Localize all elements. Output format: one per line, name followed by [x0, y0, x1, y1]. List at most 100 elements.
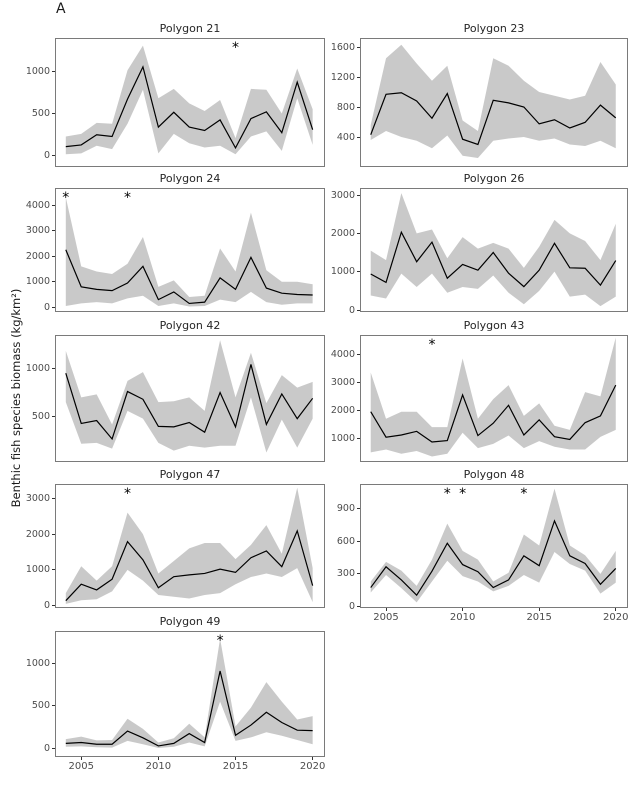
- y-tick-mark: [52, 705, 55, 707]
- y-tick-mark: [357, 309, 360, 311]
- y-tick-mark: [52, 662, 55, 664]
- y-tick-mark: [357, 353, 360, 355]
- x-tick-label: 2010: [145, 761, 172, 772]
- x-tick-mark: [385, 608, 387, 611]
- y-tick-mark: [357, 46, 360, 48]
- panel-title-polygon-47: Polygon 47: [159, 468, 221, 481]
- y-tick-mark: [52, 70, 55, 72]
- y-tick-label: 3000: [330, 376, 355, 388]
- biomass-line-polygon-47: [65, 529, 314, 602]
- x-tick-mark: [538, 608, 540, 611]
- y-tick-label: 0: [43, 600, 50, 612]
- confidence-ribbon-polygon-42: [65, 340, 313, 453]
- significance-asterisk-polygon-48-2010: *: [459, 486, 466, 502]
- significance-asterisk-polygon-49-2014: *: [217, 633, 224, 649]
- confidence-ribbon-polygon-48: [370, 488, 616, 603]
- y-tick-mark: [52, 255, 55, 257]
- biomass-line-polygon-21: [65, 65, 314, 150]
- biomass-line-polygon-23: [370, 92, 617, 146]
- panel-plot-polygon-43: *: [360, 335, 628, 462]
- y-tick-label: 0: [43, 150, 50, 162]
- x-tick-mark: [462, 608, 464, 611]
- x-tick-label: 2015: [222, 761, 249, 772]
- confidence-ribbon-polygon-43: [370, 337, 616, 457]
- x-tick-mark: [157, 757, 159, 760]
- y-tick-mark: [357, 437, 360, 439]
- confidence-ribbon-polygon-47: [65, 487, 313, 604]
- y-tick-label: 900: [336, 502, 355, 514]
- biomass-line-polygon-42: [65, 364, 314, 441]
- y-tick-label: 600: [336, 535, 355, 547]
- y-tick-mark: [357, 194, 360, 196]
- panel-plot-polygon-49: *: [55, 631, 325, 757]
- y-tick-label: 2000: [25, 250, 50, 262]
- significance-asterisk-polygon-47-2008: *: [124, 486, 131, 502]
- y-tick-mark: [357, 136, 360, 138]
- y-tick-label: 0: [43, 742, 50, 754]
- y-tick-mark: [52, 367, 55, 369]
- x-tick-mark: [615, 608, 617, 611]
- panel-plot-polygon-42: [55, 335, 325, 462]
- x-tick-label: 2005: [68, 761, 94, 772]
- y-tick-label: 1000: [25, 564, 50, 576]
- y-tick-label: 2000: [25, 528, 50, 540]
- y-tick-mark: [52, 747, 55, 749]
- y-tick-mark: [52, 306, 55, 308]
- panel-plot-polygon-23: [360, 38, 628, 167]
- y-tick-mark: [357, 573, 360, 575]
- y-tick-mark: [357, 232, 360, 234]
- panel-plot-polygon-48: * * *: [360, 484, 628, 608]
- biomass-line-polygon-24: [65, 249, 313, 305]
- y-tick-mark: [52, 113, 55, 115]
- y-tick-label: 2000: [330, 227, 355, 239]
- x-tick-label: 2015: [526, 612, 552, 623]
- y-tick-label: 400: [336, 131, 355, 143]
- significance-asterisk-polygon-24-2008: *: [124, 190, 131, 206]
- significance-asterisk-polygon-21-2015: *: [232, 40, 239, 56]
- y-tick-label: 0: [43, 301, 50, 313]
- confidence-ribbon-polygon-49: [65, 638, 313, 749]
- y-tick-mark: [357, 606, 360, 608]
- panel-title-polygon-48: Polygon 48: [463, 468, 525, 481]
- x-tick-mark: [312, 757, 314, 760]
- y-tick-label: 1000: [25, 276, 50, 288]
- panel-title-polygon-21: Polygon 21: [159, 22, 221, 35]
- biomass-line-polygon-43: [370, 384, 617, 443]
- panel-title-polygon-26: Polygon 26: [463, 172, 525, 185]
- x-tick-label: 2020: [299, 761, 326, 772]
- y-tick-mark: [357, 271, 360, 273]
- y-axis-title: Benthic fish species biomass (kg/km²): [9, 288, 23, 508]
- y-tick-label: 4000: [25, 199, 50, 211]
- y-tick-label: 500: [31, 411, 50, 423]
- significance-asterisk-polygon-48-2014: *: [520, 486, 527, 502]
- confidence-ribbon-polygon-24: [65, 197, 313, 307]
- figure-tag-label: A: [56, 1, 66, 17]
- significance-asterisk-polygon-24-2004: *: [62, 190, 69, 206]
- y-tick-mark: [357, 106, 360, 108]
- y-tick-label: 3000: [25, 225, 50, 237]
- y-tick-mark: [357, 540, 360, 542]
- y-tick-label: 3000: [25, 492, 50, 504]
- y-tick-label: 4000: [330, 348, 355, 360]
- panel-title-polygon-49: Polygon 49: [159, 615, 221, 628]
- confidence-ribbon-polygon-21: [65, 45, 313, 155]
- panel-title-polygon-24: Polygon 24: [159, 172, 221, 185]
- y-tick-mark: [52, 281, 55, 283]
- y-tick-mark: [52, 605, 55, 607]
- y-tick-label: 3000: [330, 189, 355, 201]
- y-tick-mark: [357, 76, 360, 78]
- y-tick-label: 2000: [330, 404, 355, 416]
- y-tick-label: 500: [31, 108, 50, 120]
- y-tick-label: 1200: [330, 71, 355, 83]
- y-tick-mark: [52, 204, 55, 206]
- biomass-line-polygon-26: [370, 230, 617, 288]
- x-tick-mark: [235, 757, 236, 760]
- biomass-line-polygon-48: [370, 519, 617, 597]
- y-tick-label: 1000: [25, 362, 50, 374]
- y-tick-label: 1000: [330, 432, 355, 444]
- significance-asterisk-polygon-48-2009: *: [444, 486, 451, 502]
- y-tick-mark: [52, 533, 55, 535]
- y-tick-mark: [357, 507, 360, 509]
- x-tick-mark: [80, 757, 82, 760]
